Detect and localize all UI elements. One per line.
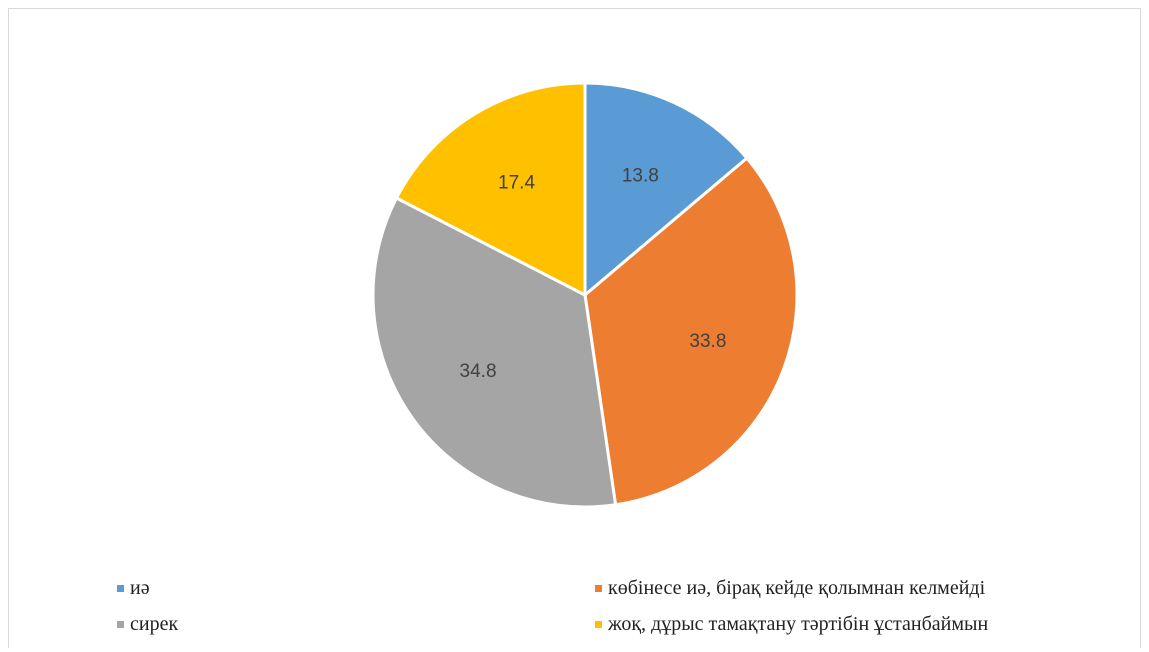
data-label-0: 13.8 (622, 165, 659, 186)
chart-area: 13.8 33.8 34.8 17.4 иә көбінесе иә, бірақ к… (8, 8, 1141, 648)
legend-item-1: көбінесе иә, бірақ кейде қолымнан келмей… (595, 575, 1095, 601)
data-label-3: 17.4 (498, 172, 535, 193)
legend-item-3: жоқ, дұрыс тамақтану тәртібін ұстанбаймы… (595, 611, 1095, 637)
pie-chart: 13.8 33.8 34.8 17.4 (371, 81, 799, 509)
legend-label-0: иә (130, 576, 150, 599)
legend-swatch-2 (117, 620, 124, 628)
legend-swatch-0 (117, 584, 124, 592)
data-label-1: 33.8 (689, 331, 726, 352)
legend-swatch-1 (595, 584, 602, 592)
legend: иә көбінесе иә, бірақ кейде қолымнан кел… (117, 575, 1117, 637)
legend-swatch-3 (595, 620, 602, 628)
pie-slice-2 (371, 196, 618, 509)
pie-slice-1 (583, 156, 799, 507)
data-label-2: 34.8 (460, 361, 497, 382)
pie-slice-0 (583, 81, 749, 297)
legend-label-1: көбінесе иә, бірақ кейде қолымнан келмей… (608, 576, 986, 599)
legend-item-0: иә (117, 575, 595, 601)
pie-slice-3 (395, 81, 587, 297)
legend-item-2: сирек (117, 611, 595, 637)
legend-label-2: сирек (130, 612, 179, 635)
legend-label-3: жоқ, дұрыс тамақтану тәртібін ұстанбаймы… (608, 612, 989, 635)
